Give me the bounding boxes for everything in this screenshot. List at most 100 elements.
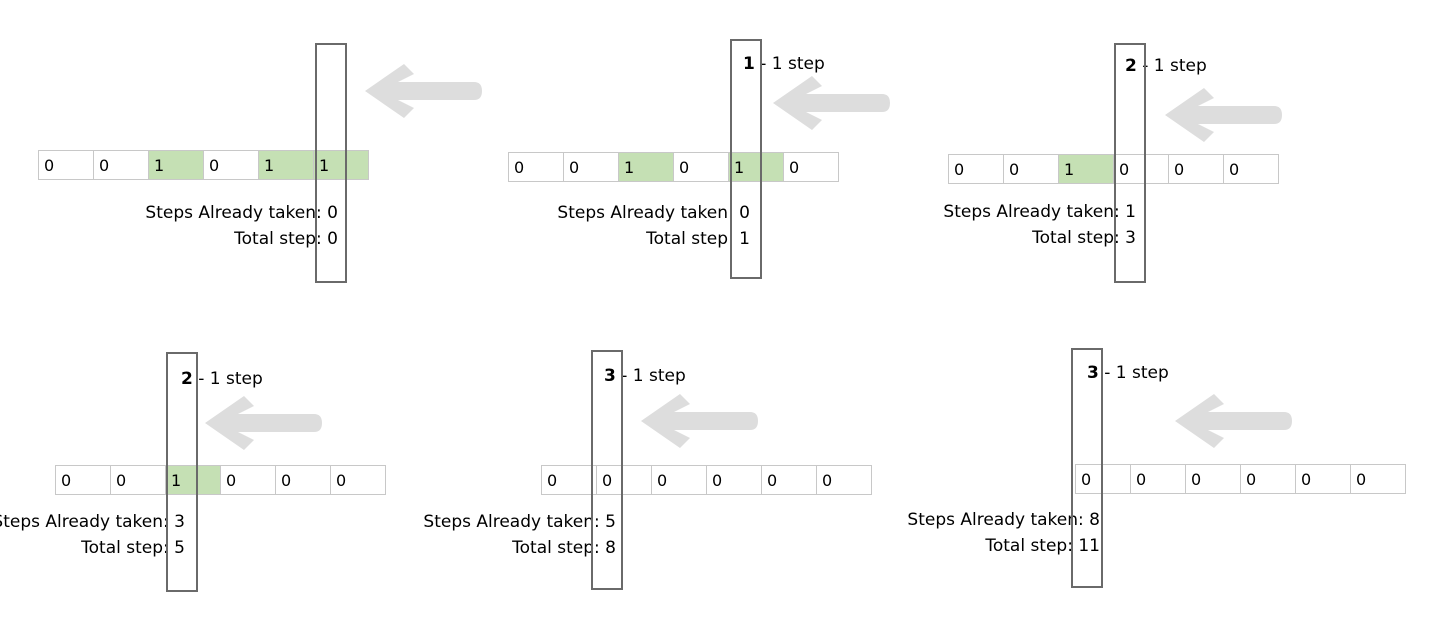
step-suffix: - 1 step: [1098, 363, 1169, 383]
steps-already-taken: Steps Already taken: 1: [943, 199, 1136, 225]
array-cell: 0: [1350, 464, 1406, 494]
array-cell: 1: [148, 150, 204, 180]
step-suffix: - 1 step: [1136, 56, 1207, 76]
steps-already-taken-value: 5: [605, 512, 616, 532]
array-cell: 0: [948, 154, 1004, 184]
total-step-label: Total step:: [234, 229, 328, 249]
steps-already-taken-value: 8: [1089, 510, 1100, 530]
step-number: 3: [604, 366, 616, 386]
step-label: 2 - 1 step: [181, 369, 263, 389]
array-cell: 1: [258, 150, 314, 180]
step-counters: Steps Already taken: 1 Total step: 3: [943, 199, 1136, 251]
steps-already-taken: Steps Already taken: 0: [145, 200, 338, 226]
window-frame: [1114, 43, 1146, 283]
steps-already-taken-label: Steps Already taken:: [0, 512, 175, 532]
array-cell: 0: [673, 152, 729, 182]
left-arrow-icon: [362, 60, 484, 126]
array-cell: 0: [203, 150, 259, 180]
step-suffix: - 1 step: [192, 369, 263, 389]
steps-already-taken: Steps Already taken: 5: [423, 509, 616, 535]
array-cell: 0: [761, 465, 817, 495]
total-step: Total step: 11: [907, 533, 1100, 559]
steps-already-taken-value: 0: [327, 203, 338, 223]
array-cell: 0: [330, 465, 386, 495]
array-cell: 0: [1240, 464, 1296, 494]
step-label: 2 - 1 step: [1125, 56, 1207, 76]
array-cell: 0: [651, 465, 707, 495]
array-cell: 0: [783, 152, 839, 182]
left-arrow-icon: [1162, 84, 1284, 150]
total-step-value: 8: [605, 538, 616, 558]
step-label: 1 - 1 step: [743, 54, 825, 74]
step-counters: Steps Already taken: 8 Total step: 11: [907, 507, 1100, 559]
array-cell: 0: [816, 465, 872, 495]
array-cell: 0: [38, 150, 94, 180]
array-cell: 0: [541, 465, 597, 495]
total-step-value: 0: [327, 229, 338, 249]
steps-already-taken: Steps Already taken: 8: [907, 507, 1100, 533]
array-cell: 0: [1003, 154, 1059, 184]
array-cell: 0: [1113, 154, 1169, 184]
total-step-label: Total step:: [81, 538, 175, 558]
steps-already-taken-label: Steps Already taken:: [557, 203, 740, 223]
array-cell: 0: [55, 465, 111, 495]
total-step: Total step: 3: [943, 225, 1136, 251]
array-cell: 0: [706, 465, 762, 495]
array-cell: 0: [596, 465, 652, 495]
array-cell: 1: [728, 152, 784, 182]
array-cell: 1: [1058, 154, 1114, 184]
total-step: Total step: 8: [423, 535, 616, 561]
array-cell: 0: [1295, 464, 1351, 494]
step-label: 3 - 1 step: [1087, 363, 1169, 383]
total-step-label: Total step:: [646, 229, 740, 249]
total-step: Total step: 1: [557, 226, 750, 252]
left-arrow-icon: [1172, 390, 1294, 456]
total-step-value: 5: [174, 538, 185, 558]
array-cell: 0: [1223, 154, 1279, 184]
window-frame: [166, 352, 198, 592]
step-suffix: - 1 step: [754, 54, 825, 74]
step-counters: Steps Already taken: 0 Total step: 0: [145, 200, 338, 252]
total-step-value: 1: [739, 229, 750, 249]
steps-already-taken-label: Steps Already taken:: [423, 512, 606, 532]
step-counters: Steps Already taken: 5 Total step: 8: [423, 509, 616, 561]
steps-already-taken-label: Steps Already taken:: [145, 203, 328, 223]
array-cell: 0: [220, 465, 276, 495]
steps-already-taken-value: 0: [739, 203, 750, 223]
left-arrow-icon: [638, 390, 760, 456]
window-frame: [591, 350, 623, 590]
steps-already-taken-value: 3: [174, 512, 185, 532]
left-arrow-icon: [770, 72, 892, 138]
array-cell: 0: [110, 465, 166, 495]
total-step: Total step: 5: [0, 535, 185, 561]
array-cell: 0: [563, 152, 619, 182]
step-label: 3 - 1 step: [604, 366, 686, 386]
steps-already-taken-value: 1: [1125, 202, 1136, 222]
array-cell: 1: [618, 152, 674, 182]
window-frame: [730, 39, 762, 279]
window-frame: [315, 43, 347, 283]
array-cell: 0: [508, 152, 564, 182]
total-step-label: Total step:: [1032, 228, 1126, 248]
steps-already-taken-label: Steps Already taken:: [943, 202, 1126, 222]
left-arrow-icon: [202, 392, 324, 458]
steps-already-taken: Steps Already taken: 0: [557, 200, 750, 226]
step-number: 1: [743, 54, 755, 74]
step-counters: Steps Already taken: 0 Total step: 1: [557, 200, 750, 252]
total-step-label: Total step:: [512, 538, 606, 558]
step-number: 2: [1125, 56, 1137, 76]
step-number: 3: [1087, 363, 1099, 383]
total-step-label: Total step:: [985, 536, 1079, 556]
array-cell: 1: [313, 150, 369, 180]
array-cell: 0: [275, 465, 331, 495]
